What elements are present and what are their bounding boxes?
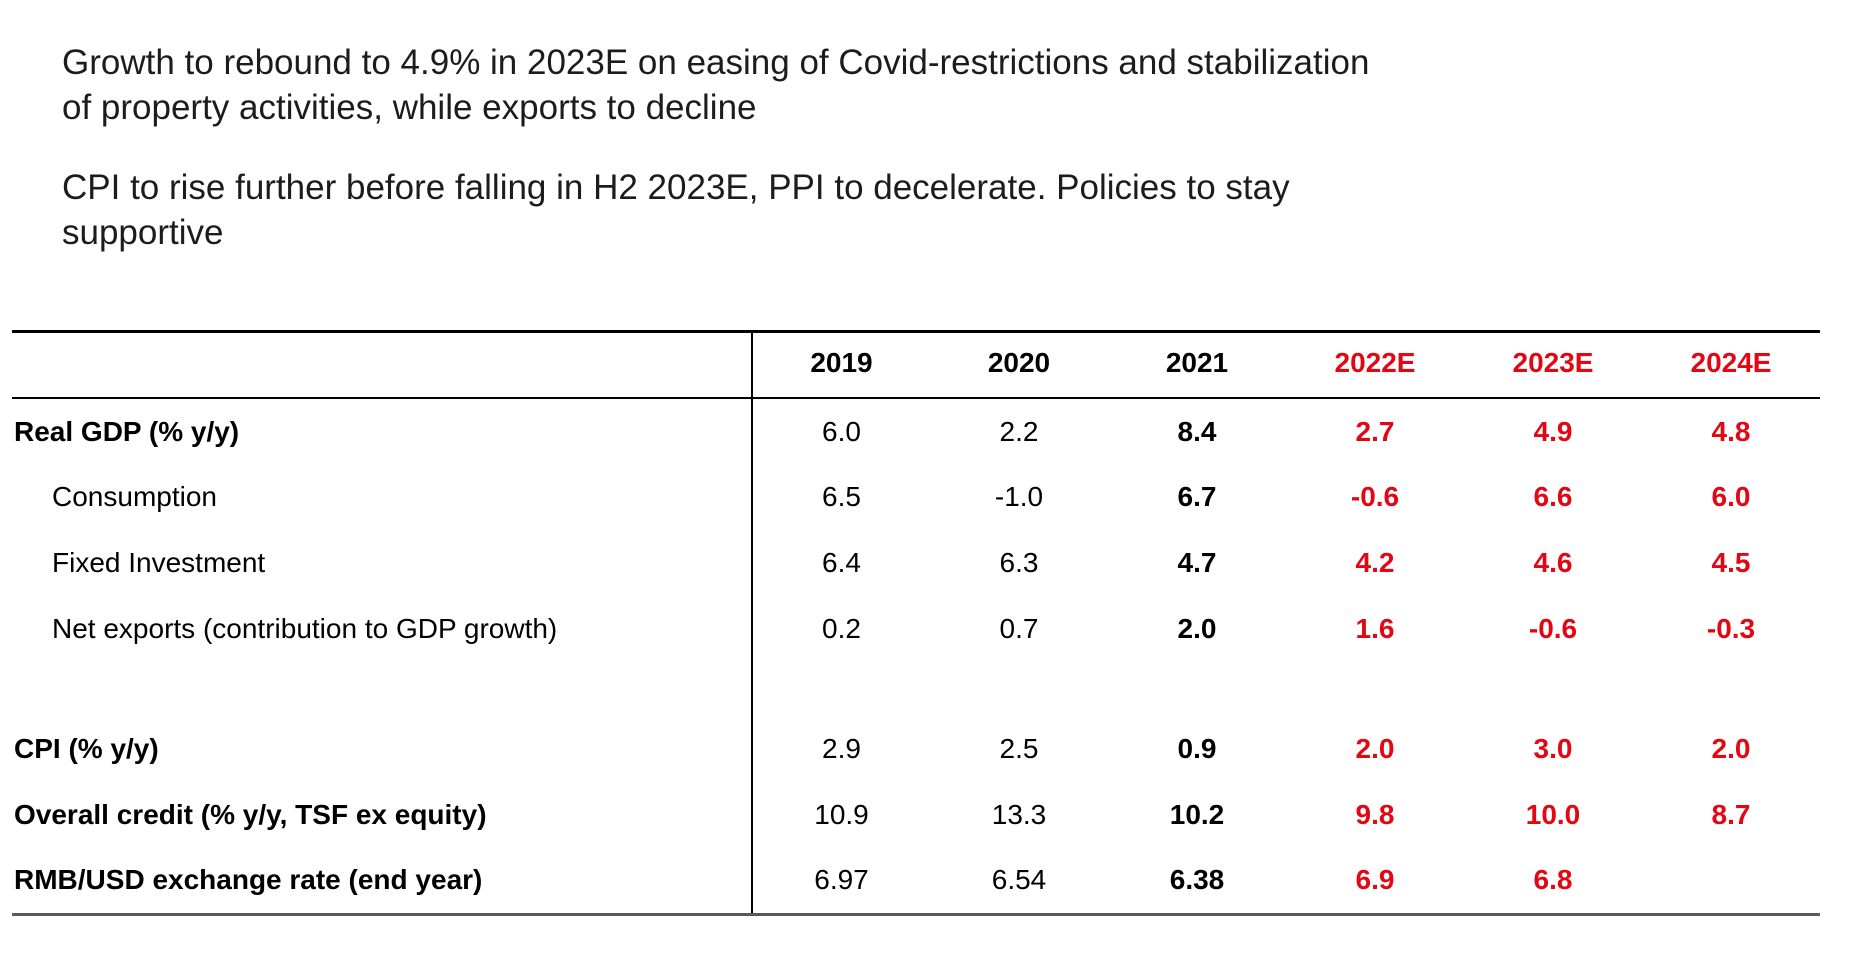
value-cell: 9.8 xyxy=(1355,799,1395,830)
value-cell: 6.9 xyxy=(1355,864,1395,896)
column-header-2023e: 2023E xyxy=(1464,331,1642,399)
table-row: Consumption 6.5 -1.0 6.7 -0.6 6.6 6.0 xyxy=(12,464,1820,530)
value-cell: 1.6 xyxy=(1355,613,1395,644)
value-cell xyxy=(751,662,930,716)
row-label: Net exports (contribution to GDP growth) xyxy=(52,613,558,644)
headline-cpi-line1: CPI to rise further before falling in H2… xyxy=(62,168,1290,207)
corner-cell xyxy=(12,331,752,399)
value-cell: 2.2 xyxy=(999,415,1039,447)
table-row: CPI (% y/y) 2.9 2.5 0.9 2.0 3.0 2.0 xyxy=(12,716,1820,782)
value-cell: 6.0 xyxy=(1711,481,1751,512)
value-cell: 0.7 xyxy=(999,613,1039,644)
value-cell: 13.3 xyxy=(991,799,1047,830)
value-cell: 3.0 xyxy=(1533,733,1573,764)
macro-forecast-table: 2019 2020 2021 2022E 2023E 2024E Real GD… xyxy=(12,330,1820,916)
value-cell: 6.54 xyxy=(991,864,1047,896)
value-cell: 4.5 xyxy=(1711,547,1751,578)
value-cell: 2.0 xyxy=(1711,733,1751,764)
value-cell: 4.6 xyxy=(1533,547,1573,578)
row-label: Consumption xyxy=(52,481,217,512)
row-label: Fixed Investment xyxy=(52,547,266,578)
column-header-2021: 2021 xyxy=(1108,331,1286,399)
value-cell xyxy=(1108,662,1286,716)
value-cell: -1.0 xyxy=(994,481,1044,512)
value-cell: 6.8 xyxy=(1533,864,1573,896)
value-cell: 2.5 xyxy=(999,733,1039,764)
column-header-2022e: 2022E xyxy=(1286,331,1464,399)
value-cell: 6.0 xyxy=(751,398,930,464)
table-header-row: 2019 2020 2021 2022E 2023E 2024E xyxy=(12,331,1820,399)
value-cell: 6.97 xyxy=(751,848,930,914)
value-cell: 2.0 xyxy=(1355,733,1395,764)
value-cell: 6.5 xyxy=(751,464,930,530)
table-row: Fixed Investment 6.4 6.3 4.7 4.2 4.6 4.5 xyxy=(12,530,1820,596)
row-label: CPI (% y/y) xyxy=(14,733,159,764)
value-cell: 8.4 xyxy=(1177,415,1217,447)
value-cell: 8.7 xyxy=(1711,799,1751,830)
table-row: Net exports (contribution to GDP growth)… xyxy=(12,596,1820,662)
value-cell: 0.9 xyxy=(1177,733,1217,764)
column-header-2019: 2019 xyxy=(751,331,930,399)
value-cell: 0.2 xyxy=(751,596,930,662)
column-header-2024e: 2024E xyxy=(1642,331,1820,399)
value-cell: 6.6 xyxy=(1533,481,1573,512)
table-row: Overall credit (% y/y, TSF ex equity) 10.… xyxy=(12,782,1820,848)
value-cell: 4.7 xyxy=(1177,547,1217,578)
table-row: RMB/USD exchange rate (end year) 6.97 6.54… xyxy=(12,848,1820,914)
value-cell xyxy=(930,662,1108,716)
value-cell xyxy=(1286,662,1464,716)
headline-cpi-line2: supportive xyxy=(62,213,224,252)
value-cell: 4.2 xyxy=(1355,547,1395,578)
value-cell: 6.7 xyxy=(1177,481,1217,512)
row-label xyxy=(12,662,752,716)
value-cell: 4.8 xyxy=(1711,415,1751,447)
value-cell xyxy=(1642,848,1820,914)
value-cell: -0.3 xyxy=(1706,613,1756,644)
value-cell: -0.6 xyxy=(1528,613,1578,644)
value-cell xyxy=(1642,662,1820,716)
value-cell: 2.0 xyxy=(1177,613,1217,644)
value-cell: 10.0 xyxy=(1525,799,1581,830)
value-cell: 2.7 xyxy=(1355,415,1395,447)
value-cell: 4.9 xyxy=(1533,415,1573,447)
value-cell: 10.9 xyxy=(751,782,930,848)
value-cell: -0.6 xyxy=(1350,481,1400,512)
spacer-row xyxy=(12,662,1820,716)
row-label: RMB/USD exchange rate (end year) xyxy=(14,864,483,896)
column-header-2020: 2020 xyxy=(930,331,1108,399)
row-label: Real GDP (% y/y) xyxy=(14,415,240,447)
value-cell: 2.9 xyxy=(751,716,930,782)
table-row: Real GDP (% y/y) 6.0 2.2 8.4 2.7 4.9 4.8 xyxy=(12,398,1820,464)
headline-cpi: CPI to rise further before falling in H2… xyxy=(62,165,1290,255)
value-cell: 6.4 xyxy=(751,530,930,596)
value-cell xyxy=(1464,662,1642,716)
row-label: Overall credit (% y/y, TSF ex equity) xyxy=(14,799,487,830)
value-cell: 6.3 xyxy=(999,547,1039,578)
value-cell: 6.38 xyxy=(1169,864,1225,896)
headline-growth: Growth to rebound to 4.9% in 2023E on ea… xyxy=(62,40,1369,130)
headline-growth-line2: of property activities, while exports to… xyxy=(62,88,757,127)
headline-growth-line1: Growth to rebound to 4.9% in 2023E on ea… xyxy=(62,43,1370,82)
value-cell: 10.2 xyxy=(1169,799,1225,830)
macro-table-body: Real GDP (% y/y) 6.0 2.2 8.4 2.7 4.9 4.8 Consum… xyxy=(12,398,1820,914)
